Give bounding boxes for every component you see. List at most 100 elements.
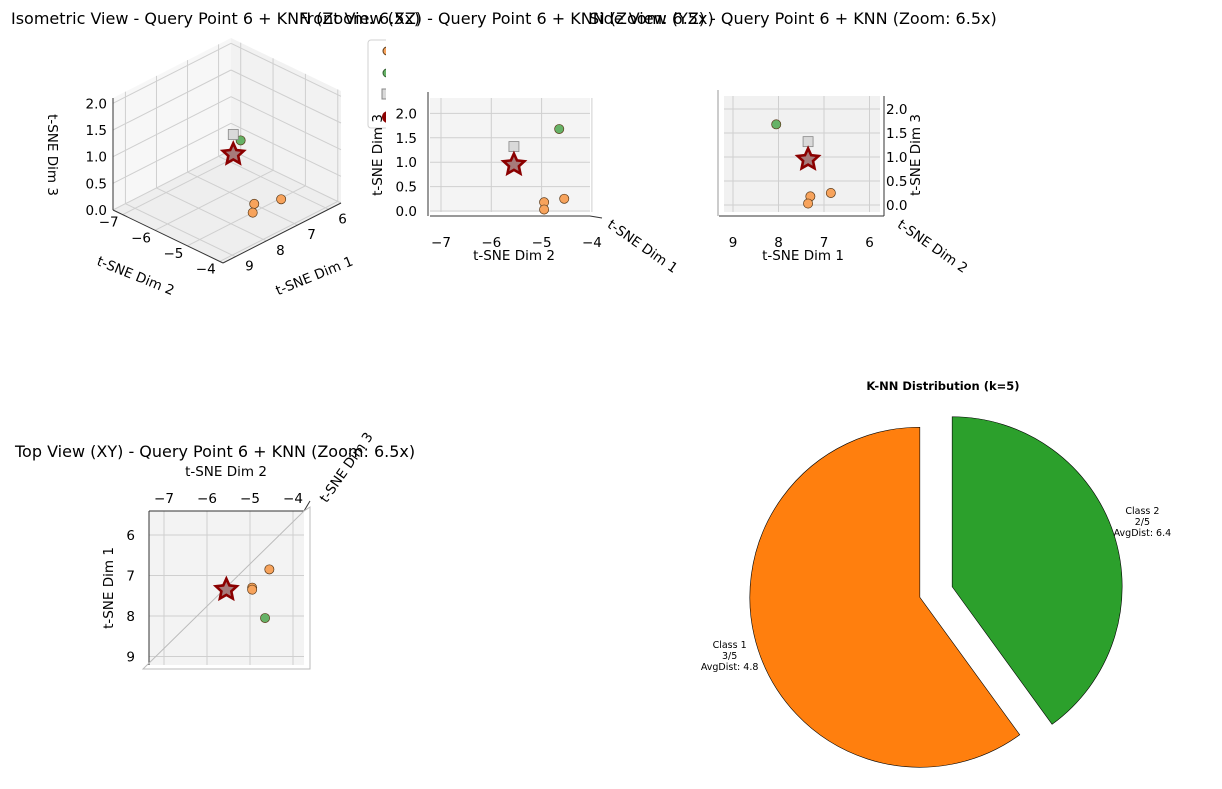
pie-chart-title: K-NN Distribution (k=5) xyxy=(866,379,1019,393)
grid-line xyxy=(112,149,232,211)
iso-floor-pane xyxy=(113,150,341,263)
pie-slice-class-2 xyxy=(951,416,1123,725)
xz-z-tick-label: 0.0 xyxy=(396,204,417,220)
iso-back-pane xyxy=(231,38,341,203)
marks-layer xyxy=(212,119,1123,768)
grid-line xyxy=(156,187,267,242)
xy-y-tick-label: 9 xyxy=(126,650,135,666)
xz-query-point-star xyxy=(500,150,528,177)
iso-y-tick-label: −7 xyxy=(99,215,119,231)
xz-depth-edge xyxy=(589,215,603,219)
grid-line xyxy=(230,122,342,177)
xy-neighbor-point-0 xyxy=(264,564,275,575)
yz-neighbor-point-2 xyxy=(803,198,814,209)
iso-x-tick-label: 7 xyxy=(307,227,316,243)
yz-z-tick-label: 1.0 xyxy=(886,150,907,166)
grid-line xyxy=(230,42,342,97)
grid-line xyxy=(219,200,338,262)
yz-z-tick-label: 0.0 xyxy=(886,198,907,214)
pie-slice-label: Class 2 xyxy=(1125,506,1159,517)
yz-z-tick-label: 2.0 xyxy=(886,102,907,118)
grid-line xyxy=(154,169,274,231)
grid-line xyxy=(122,154,241,216)
iso-panel-title: Isometric View - Query Point 6 + KNN (Zo… xyxy=(11,9,420,28)
grid-line xyxy=(112,122,232,184)
iso-y-tick-label: −6 xyxy=(131,230,151,246)
xz-x-tick-label: −7 xyxy=(431,235,451,251)
legend-fragment xyxy=(367,39,386,129)
xz-neighbor-point-0 xyxy=(559,193,570,204)
iso-centroid-marker xyxy=(227,129,239,140)
xy-x-tick-label: −6 xyxy=(197,491,217,507)
legend-class1-marker xyxy=(382,46,386,56)
pie-slice-avgdist: AvgDist: 4.8 xyxy=(701,662,759,673)
pie-slice-label: Class 1 xyxy=(713,640,747,651)
xy-x-tick-label: −7 xyxy=(154,491,174,507)
iso-query-point-star xyxy=(219,140,247,166)
iso-x-tick-label: 8 xyxy=(276,243,285,259)
iso-left-pane xyxy=(113,38,231,210)
grid-line xyxy=(230,69,342,124)
legend-centroid-marker xyxy=(381,88,386,100)
yz-panel-title: Side View (YZ) - Query Point 6 + KNN (Zo… xyxy=(589,9,997,28)
iso-axis-edge xyxy=(112,209,224,264)
yz-neighbor-point-0 xyxy=(825,188,836,198)
xy-depth-edge xyxy=(303,500,311,512)
iso-x-tick-label: 6 xyxy=(338,211,347,227)
iso-y-tick-label: −5 xyxy=(163,246,183,262)
yz-z-axis-label: t-SNE Dim 3 xyxy=(908,114,924,196)
iso-axis-edge xyxy=(222,202,342,264)
iso-z-tick-label: 0.5 xyxy=(86,176,107,192)
xy-y-axis-label: t-SNE Dim 1 xyxy=(101,547,117,629)
iso-x-axis-label: t-SNE Dim 1 xyxy=(274,254,356,299)
xy-query-point-star xyxy=(212,575,240,602)
xy-y-tick-label: 8 xyxy=(126,609,135,625)
xy-y-tick-label: 6 xyxy=(126,528,135,544)
xy-panel-title: Top View (XY) - Query Point 6 + KNN (Zoo… xyxy=(14,442,415,461)
yz-centroid-marker xyxy=(802,136,814,148)
iso-x-tick-label: 9 xyxy=(245,259,254,275)
iso-z-tick-label: 0.0 xyxy=(86,203,107,219)
xz-depth-axis-label: t-SNE Dim 1 xyxy=(604,217,680,277)
xz-x-tick-label: −4 xyxy=(582,235,602,251)
yz-x-tick-label: 9 xyxy=(729,235,738,251)
xz-x-tick-label: −5 xyxy=(532,235,552,251)
pie-slice-avgdist: AvgDist: 6.4 xyxy=(1114,528,1172,539)
yz-x-tick-label: 8 xyxy=(774,235,783,251)
legend-class2-marker xyxy=(382,68,386,78)
iso-neighbor-point-2 xyxy=(247,207,258,218)
pie-slice-count: 2/5 xyxy=(1135,517,1150,528)
iso-z-tick-label: 1.5 xyxy=(86,123,107,139)
iso-z-tick-label: 1.0 xyxy=(86,150,107,166)
xz-z-tick-label: 0.5 xyxy=(396,180,417,196)
xz-x-axis-label: t-SNE Dim 2 xyxy=(473,248,555,264)
yz-x-tick-label: 6 xyxy=(865,235,874,251)
legend-box xyxy=(367,39,386,129)
legend-query-marker xyxy=(382,111,386,123)
grid-line xyxy=(112,42,232,104)
xz-x-tick-label: −6 xyxy=(481,235,501,251)
yz-back-pane xyxy=(724,96,880,212)
grid-line xyxy=(187,185,306,247)
xz-centroid-marker xyxy=(508,141,520,152)
grid-line xyxy=(218,155,329,210)
iso-neighbor-point-0 xyxy=(276,194,287,205)
yz-query-point-star xyxy=(794,145,822,171)
yz-z-tick-label: 0.5 xyxy=(886,174,907,190)
xz-z-axis-label: t-SNE Dim 3 xyxy=(370,114,386,196)
iso-neighbor-point-1 xyxy=(249,198,260,209)
xz-neighbor-point-3 xyxy=(554,124,565,134)
xz-back-pane xyxy=(430,98,590,212)
yz-x-axis-label: t-SNE Dim 1 xyxy=(762,248,844,264)
xz-z-tick-label: 1.0 xyxy=(396,155,417,171)
xz-neighbor-point-2 xyxy=(539,204,550,215)
grid-line xyxy=(230,96,342,151)
iso-y-tick-label: −4 xyxy=(196,261,216,277)
pie-slice-class-1 xyxy=(749,426,1021,768)
xz-z-tick-label: 2.0 xyxy=(396,106,417,122)
grid-line xyxy=(187,171,298,226)
pie-slice-count: 3/5 xyxy=(722,651,737,662)
xy-y-tick-label: 7 xyxy=(126,569,135,585)
xy-neighbor-point-2 xyxy=(247,584,258,595)
